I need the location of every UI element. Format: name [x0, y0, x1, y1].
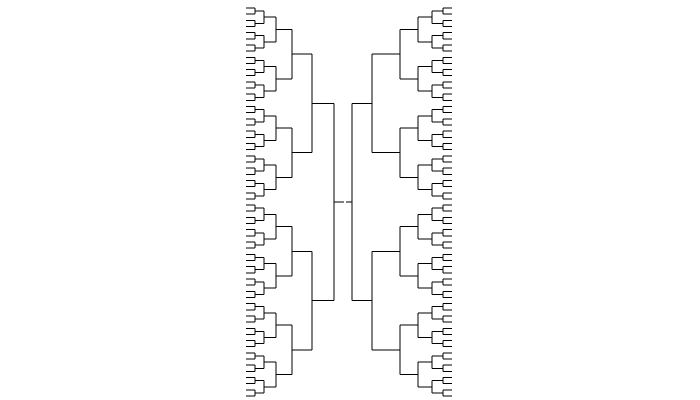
- bracket-diagram: [0, 0, 700, 400]
- page: (() => { const data = JSON.parse(documen…: [0, 0, 700, 400]
- background: [0, 0, 700, 400]
